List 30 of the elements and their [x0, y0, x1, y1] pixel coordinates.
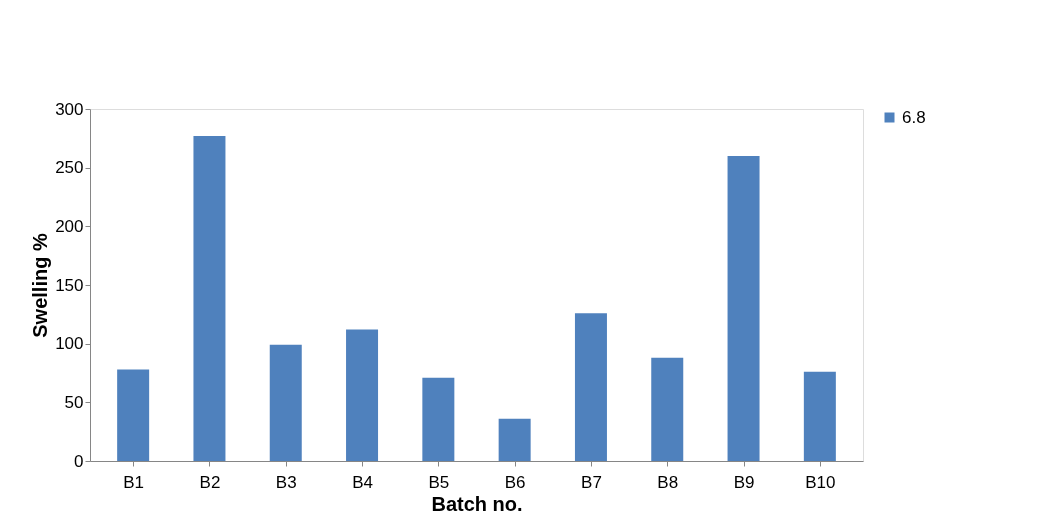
x-tick-label: B9	[733, 472, 755, 492]
bar	[574, 313, 607, 461]
bar	[651, 357, 684, 461]
x-tick-label: B10	[805, 472, 836, 492]
bar	[346, 329, 379, 461]
x-axis-title: Batch no.	[431, 492, 523, 515]
y-tick-label: 300	[55, 99, 84, 119]
bar	[117, 369, 150, 461]
bar	[498, 418, 531, 461]
x-tick-label: B7	[581, 472, 602, 492]
x-tick-label: B2	[199, 472, 221, 492]
x-tick-label: B4	[352, 472, 373, 492]
x-tick-label: B5	[428, 472, 450, 492]
bar	[422, 377, 455, 461]
bar	[269, 344, 302, 461]
bar	[727, 155, 760, 461]
y-tick-label: 150	[55, 275, 84, 295]
bar	[193, 135, 226, 461]
y-tick-label: 250	[55, 158, 84, 178]
y-tick-label: 200	[55, 216, 84, 236]
x-tick-label: B8	[657, 472, 679, 492]
y-tick-label: 0	[74, 451, 84, 471]
legend-label: 6.8	[902, 107, 926, 127]
x-tick-label: B3	[275, 472, 297, 492]
x-tick-label: B6	[504, 472, 526, 492]
x-tick-label: B1	[123, 472, 145, 492]
y-tick-label: 50	[64, 392, 84, 412]
y-axis-title: Swelling %	[29, 233, 52, 338]
bar	[803, 371, 836, 461]
y-tick-label: 100	[55, 334, 84, 354]
